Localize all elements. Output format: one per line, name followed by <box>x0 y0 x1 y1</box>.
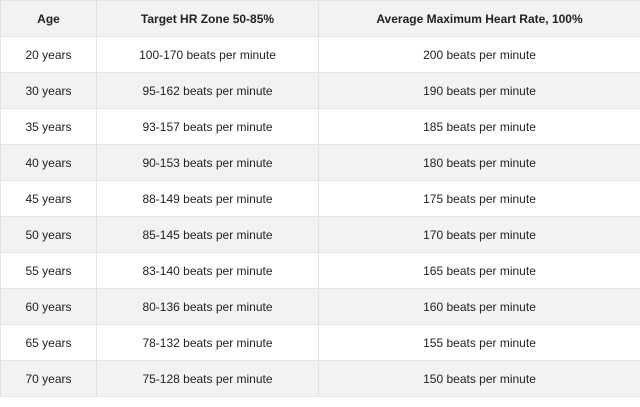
table-cell: 75-128 beats per minute <box>96 360 319 397</box>
table-row: 20 years 100-170 beats per minute 200 beat… <box>0 36 640 73</box>
table-row: 45 years 88-149 beats per minute 175 beats… <box>0 180 640 217</box>
table-cell: 180 beats per minute <box>318 144 640 181</box>
table-cell: 175 beats per minute <box>318 180 640 217</box>
table-row: 60 years 80-136 beats per minute 160 beats… <box>0 288 640 325</box>
table-cell: 88-149 beats per minute <box>96 180 319 217</box>
table-cell: 78-132 beats per minute <box>96 324 319 361</box>
header-cell: Average Maximum Heart Rate, 100% <box>318 0 640 37</box>
table-cell: 160 beats per minute <box>318 288 640 325</box>
table-cell: 100-170 beats per minute <box>96 36 319 73</box>
table-cell: 170 beats per minute <box>318 216 640 253</box>
table-row: 55 years 83-140 beats per minute 165 beats… <box>0 252 640 289</box>
header-cell: Age <box>0 0 97 37</box>
table-cell: 93-157 beats per minute <box>96 108 319 145</box>
table-cell: 200 beats per minute <box>318 36 640 73</box>
table-cell: 90-153 beats per minute <box>96 144 319 181</box>
table-cell: 85-145 beats per minute <box>96 216 319 253</box>
table-head: Age Target HR Zone 50-85% Average Maximum … <box>0 0 640 37</box>
table-row: 70 years 75-128 beats per minute 150 beats… <box>0 360 640 397</box>
table-cell: 50 years <box>0 216 97 253</box>
table-cell: 40 years <box>0 144 97 181</box>
table-cell: 70 years <box>0 360 97 397</box>
table-row: 40 years 90-153 beats per minute 180 beats… <box>0 144 640 181</box>
table-cell: 45 years <box>0 180 97 217</box>
table-cell: 30 years <box>0 72 97 109</box>
table-cell: 55 years <box>0 252 97 289</box>
header-row: Age Target HR Zone 50-85% Average Maximum … <box>0 0 640 37</box>
table-cell: 185 beats per minute <box>318 108 640 145</box>
table-row: 65 years 78-132 beats per minute 155 beats… <box>0 324 640 361</box>
table-cell: 80-136 beats per minute <box>96 288 319 325</box>
table-cell: 155 beats per minute <box>318 324 640 361</box>
table-cell: 20 years <box>0 36 97 73</box>
heart-rate-table: Age Target HR Zone 50-85% Average Maximum … <box>0 0 640 397</box>
table-cell: 150 beats per minute <box>318 360 640 397</box>
table-cell: 65 years <box>0 324 97 361</box>
table-cell: 35 years <box>0 108 97 145</box>
table-row: 30 years 95-162 beats per minute 190 beats… <box>0 72 640 109</box>
table-cell: 95-162 beats per minute <box>96 72 319 109</box>
table-body: 20 years 100-170 beats per minute 200 beat… <box>0 36 640 397</box>
table-row: 50 years 85-145 beats per minute 170 beats… <box>0 216 640 253</box>
table-cell: 83-140 beats per minute <box>96 252 319 289</box>
table-cell: 190 beats per minute <box>318 72 640 109</box>
table-row: 35 years 93-157 beats per minute 185 beats… <box>0 108 640 145</box>
table-cell: 165 beats per minute <box>318 252 640 289</box>
table-cell: 60 years <box>0 288 97 325</box>
header-cell: Target HR Zone 50-85% <box>96 0 319 37</box>
